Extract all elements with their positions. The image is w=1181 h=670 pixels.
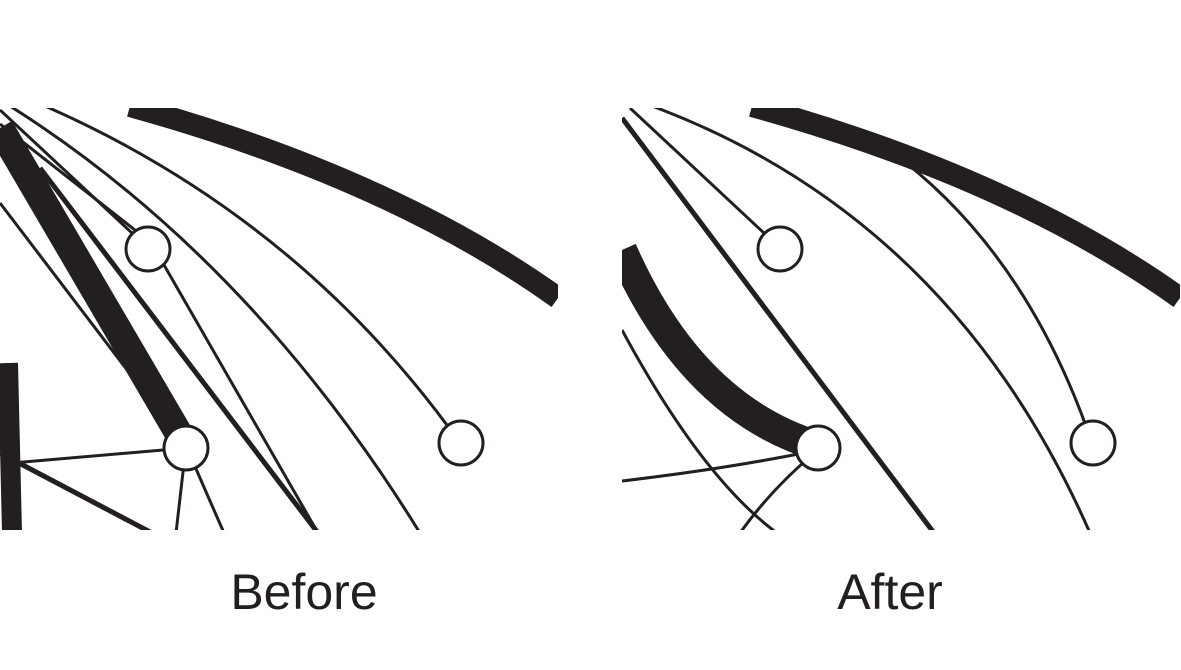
before-thin-diagonal-left xyxy=(0,202,187,447)
after-node-lower xyxy=(794,424,842,472)
after-curve-right-node xyxy=(871,136,1094,444)
before-node-right xyxy=(437,419,485,467)
after-thick-curve xyxy=(622,243,823,461)
after-caption: After xyxy=(837,564,943,620)
after-curve-bottom xyxy=(653,108,1091,530)
after-node-right xyxy=(1069,419,1117,467)
before-panel xyxy=(0,108,558,530)
before-thick-spoke xyxy=(0,120,199,454)
before-line-from-upper-node xyxy=(158,257,319,530)
before-line-left-to-lower xyxy=(11,446,187,465)
before-left-post xyxy=(0,362,22,530)
before-diagram xyxy=(0,108,558,530)
before-line-upper-1 xyxy=(0,108,150,250)
after-node-upper xyxy=(756,225,804,273)
before-thick-arc xyxy=(127,108,558,307)
after-medium-diagonal xyxy=(622,116,935,530)
after-thick-arc xyxy=(749,108,1180,307)
before-node-upper xyxy=(124,225,172,273)
after-thin-curve-left xyxy=(622,329,776,530)
before-node-lower xyxy=(162,424,210,472)
after-line-upper xyxy=(628,108,782,250)
before-medium-diagonal xyxy=(38,166,319,530)
before-thick-lower-left xyxy=(0,450,152,530)
before-curve-right-node xyxy=(45,108,462,444)
after-diagram xyxy=(622,108,1180,530)
after-panel xyxy=(622,108,1180,530)
before-caption: Before xyxy=(230,564,378,620)
before-curve-bottom xyxy=(10,108,420,530)
